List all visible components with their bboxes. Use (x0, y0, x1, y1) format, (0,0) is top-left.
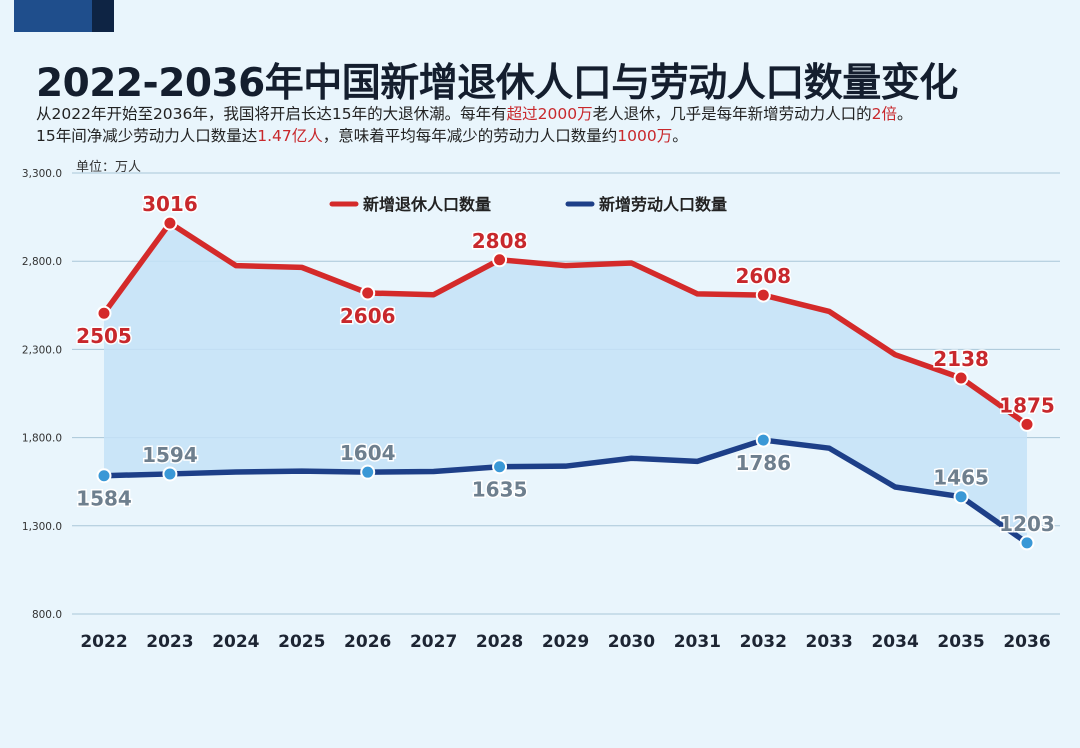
legend-label-retire: 新增退休人口数量 (363, 195, 491, 214)
x-tick-label: 2033 (806, 632, 853, 652)
retire-point (1019, 416, 1035, 432)
x-tick-label: 2030 (608, 632, 655, 652)
x-tick-label: 2022 (80, 632, 127, 652)
retire-data-label: 2606 (340, 304, 396, 328)
subtitle-highlight: 2倍 (871, 105, 897, 123)
subtitle-segment: 15年间净减少劳动力人口数量达 (36, 127, 258, 145)
gap-area (104, 223, 1027, 543)
y-tick-label: 2,300.0 (22, 344, 62, 356)
series-line-retire (101, 220, 1030, 428)
labor-point (360, 464, 376, 480)
labor-data-label: 1594 (142, 443, 198, 467)
x-tick-label: 2031 (674, 632, 721, 652)
retire-point (953, 370, 969, 386)
subtitle-line-1: 从2022年开始至2036年，我国将开启长达15年的大退休潮。每年有超过2000… (36, 103, 1066, 125)
subtitle-segment: 。 (672, 127, 688, 145)
x-tick-label: 2023 (146, 632, 193, 652)
series-line-labor (101, 437, 1030, 546)
retire-point (492, 252, 508, 268)
labor-point (1019, 535, 1035, 551)
subtitle-segment: ，意味着平均每年减少的劳动力人口数量约 (322, 127, 618, 145)
labor-data-label: 1584 (76, 487, 132, 511)
subtitle-segment: 从2022年开始至2036年，我国将开启长达15年的大退休潮。每年有 (36, 105, 507, 123)
labor-point (162, 466, 178, 482)
chart-subtitle: 从2022年开始至2036年，我国将开启长达15年的大退休潮。每年有超过2000… (36, 103, 1066, 147)
retire-data-label: 2505 (76, 324, 132, 348)
x-tick-label: 2028 (476, 632, 523, 652)
labor-point (755, 432, 771, 448)
x-tick-label: 2026 (344, 632, 391, 652)
subtitle-segment: 。 (896, 105, 913, 123)
subtitle-highlight: 1000万 (617, 127, 673, 145)
retire-data-label: 2138 (933, 347, 989, 371)
x-tick-label: 2034 (871, 632, 918, 652)
x-tick-label: 2027 (410, 632, 457, 652)
labor-point (492, 459, 508, 475)
x-tick-label: 2024 (212, 632, 259, 652)
x-tick-label: 2035 (937, 632, 984, 652)
retire-point (755, 287, 771, 303)
retire-data-label: 1875 (999, 393, 1055, 417)
legend-label-labor: 新增劳动人口数量 (599, 195, 727, 214)
x-tick-label: 2032 (740, 632, 787, 652)
unit-label: 单位：万人 (76, 160, 141, 175)
labor-data-label: 1786 (735, 451, 791, 475)
labor-data-label: 1465 (933, 466, 989, 490)
y-tick-label: 2,800.0 (22, 256, 62, 268)
x-tick-label: 2036 (1003, 632, 1050, 652)
subtitle-line-2: 15年间净减少劳动力人口数量达1.47亿人，意味着平均每年减少的劳动力人口数量约… (36, 125, 1066, 147)
y-tick-label: 800.0 (32, 609, 62, 621)
header-accent-bar-dark (92, 0, 114, 32)
retire-point (360, 285, 376, 301)
y-tick-label: 3,300.0 (22, 168, 62, 180)
subtitle-highlight: 1.47亿人 (257, 127, 323, 145)
retire-data-label: 3016 (142, 192, 198, 216)
subtitle-segment: 老人退休，几乎是每年新增劳动力人口的 (592, 105, 872, 123)
labor-data-label: 1635 (472, 478, 528, 502)
x-tick-label: 2029 (542, 632, 589, 652)
labor-point (953, 489, 969, 505)
labor-data-label: 1604 (340, 441, 396, 465)
labor-data-label: 1203 (999, 512, 1055, 536)
retire-data-label: 2608 (735, 264, 791, 288)
y-tick-label: 1,300.0 (22, 521, 62, 533)
y-tick-label: 1,800.0 (22, 433, 62, 445)
line-chart: 单位：万人 800.0 1,300.0 1,800.0 2,300.0 2,800.0 3,… (22, 160, 1060, 652)
chart-title: 2022-2036年中国新增退休人口与劳动人口数量变化 (36, 61, 958, 106)
retire-data-label: 2808 (472, 229, 528, 253)
retire-point (162, 215, 178, 231)
x-tick-label: 2025 (278, 632, 325, 652)
retire-point (96, 305, 112, 321)
subtitle-highlight: 超过2000万 (506, 105, 593, 123)
labor-point (96, 468, 112, 484)
